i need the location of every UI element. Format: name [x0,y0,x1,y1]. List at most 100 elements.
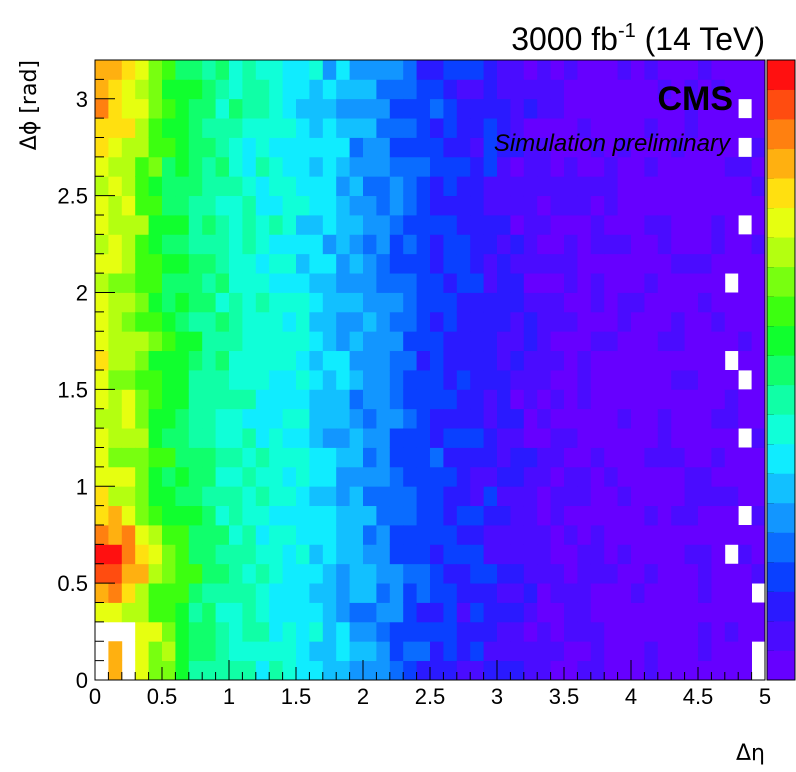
heatmap-cell [684,408,699,429]
heatmap-cell [644,370,659,390]
heatmap-cell [443,621,458,642]
heatmap-cell [296,311,310,332]
heatmap-cell [416,525,431,545]
heatmap-cell [523,137,538,158]
heatmap-cell [671,98,685,119]
y-tick-label: 2.5 [57,184,88,209]
heatmap-cell [269,447,283,468]
heatmap-cell [698,505,712,526]
heatmap-cell [523,563,538,584]
heatmap-cell [242,273,257,293]
heatmap-cell [590,621,605,642]
heatmap-cell [483,98,498,119]
heatmap-cell [162,273,176,293]
heatmap-cell [229,137,243,158]
heatmap-cell [336,602,350,623]
heatmap-cell [751,505,766,526]
heatmap-cell [711,428,726,448]
heatmap-cell [135,641,149,662]
x-tick-label: 1.5 [281,684,312,709]
heatmap-cell [698,466,712,487]
heatmap-cell [403,428,417,448]
heatmap-cell [121,98,136,119]
heatmap-cell [671,486,685,507]
heatmap-cell [657,466,672,487]
heatmap-cell [403,505,417,526]
heatmap-cell [309,466,324,487]
heatmap-cell [108,583,123,603]
heatmap-cell [376,176,391,197]
heatmap-cell [282,428,297,448]
heatmap-cell [108,563,123,584]
heatmap-cell [684,176,699,197]
heatmap-cell [443,156,458,177]
heatmap-cell [296,602,310,623]
heatmap-cell [269,137,283,158]
heatmap-cell [483,156,498,177]
heatmap-cell [349,389,364,410]
heatmap-cell [202,118,216,138]
heatmap-cell [510,311,525,332]
heatmap-cell [376,621,391,642]
heatmap-cell [644,621,659,642]
heatmap-cell [443,195,458,216]
heatmap-cell [389,137,404,158]
heatmap-cell [322,408,337,429]
heatmap-cell [269,331,283,352]
heatmap-cell [510,98,525,119]
heatmap-cell [644,253,659,274]
heatmap-cell [403,311,417,332]
heatmap-cell [135,253,149,274]
heatmap-cell [403,60,417,80]
heatmap-cell [349,234,364,255]
heatmap-cell [269,525,283,545]
heatmap-cell [255,370,270,390]
heatmap-cell [537,234,551,255]
heatmap-cell [738,79,752,100]
heatmap-cell [497,621,511,642]
heatmap-cell [604,428,618,448]
heatmap-cell [229,273,243,293]
heatmap-cell [309,311,324,332]
heatmap-cell [229,621,243,642]
heatmap-cell [175,60,190,80]
heatmap-cell [162,505,176,526]
y-tick-label: 2 [76,281,88,306]
heatmap-cell [470,602,484,623]
heatmap-cell [336,331,350,352]
heatmap-cell [95,466,109,487]
heatmap-cell [430,176,444,197]
heatmap-cell [483,602,498,623]
status-label: Simulation preliminary [494,130,732,157]
heatmap-cell [282,525,297,545]
heatmap-cell [336,641,350,662]
heatmap-cell [309,370,324,390]
heatmap-cell [242,195,257,216]
heatmap-cell [684,544,699,565]
heatmap-cell [483,505,498,526]
heatmap-cell [564,60,578,80]
heatmap-cell [657,176,672,197]
heatmap-cell [550,350,565,371]
heatmap-cell [657,60,672,80]
heatmap-cell [162,195,176,216]
heatmap-cell [202,215,216,235]
heatmap-cell [590,60,605,80]
heatmap-cell [148,370,163,390]
heatmap-cell [229,544,243,565]
heatmap-cell [389,408,404,429]
heatmap-cell [269,176,283,197]
heatmap-cell [255,583,270,603]
heatmap-cell [724,447,739,468]
heatmap-cell [564,389,578,410]
heatmap-cell [456,389,471,410]
heatmap-cell [148,273,163,293]
heatmap-cell [162,331,176,352]
heatmap-cell [108,311,123,332]
heatmap-cell [376,428,391,448]
heatmap-cell [309,544,324,565]
heatmap-cell [322,176,337,197]
heatmap-cell [202,370,216,390]
heatmap-cells [95,60,766,681]
heatmap-cell [296,583,310,603]
